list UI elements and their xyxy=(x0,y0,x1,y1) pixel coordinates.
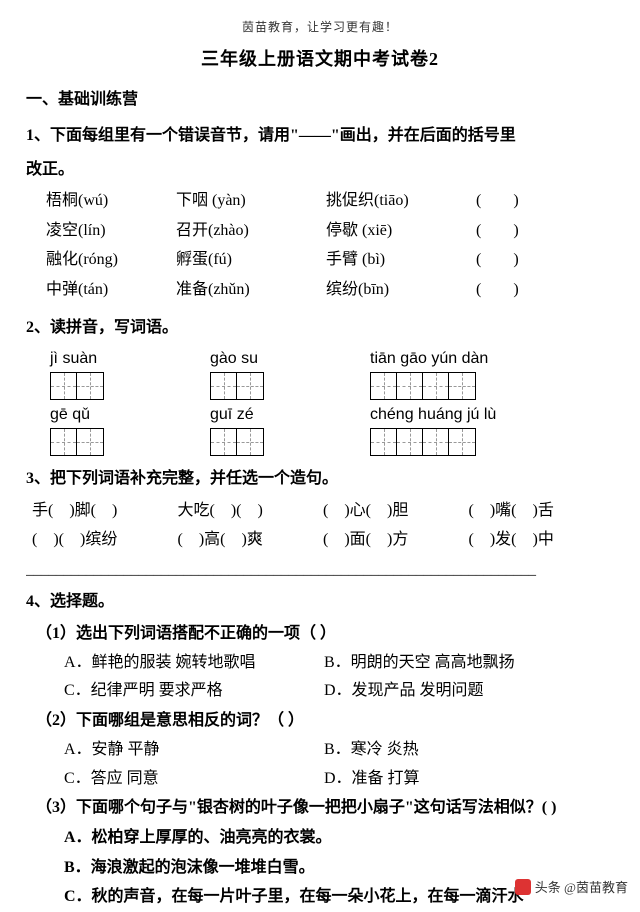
q1r4c3: 缤纷(bīn) xyxy=(326,275,476,305)
footer-icon xyxy=(515,879,531,895)
q1-row-4: 中弹(tán) 准备(zhǔn) 缤纷(bīn) ( ) xyxy=(26,275,614,305)
q4s1d: D．发现产品 发明问题 xyxy=(324,677,584,706)
q4-s1-opts1: A．鲜艳的服装 婉转地歌唱 B．明朗的天空 高高地飘扬 xyxy=(26,649,614,678)
q3r1c: ( )心( )胆 xyxy=(323,496,469,526)
q1r2c2: 召开(zhào) xyxy=(176,216,326,246)
q3r1b: 大吃( )( ) xyxy=(178,496,324,526)
q4s3a: A．松柏穿上厚厚的、油亮亮的衣裳。 xyxy=(26,823,614,853)
footer-text: 头条 @茵苗教育 xyxy=(535,877,628,896)
write-box[interactable] xyxy=(210,372,264,400)
q3-head: 3、把下列词语补充完整，并任选一个造句。 xyxy=(26,462,614,496)
q1r3c1: 融化(róng) xyxy=(46,245,176,275)
q3-row1: 手( )脚( ) 大吃( )( ) ( )心( )胆 ( )嘴( )舌 xyxy=(26,496,614,526)
q4-s1-opts2: C．纪律严明 要求严格 D．发现产品 发明问题 xyxy=(26,677,614,706)
q4s2d: D．准备 打算 xyxy=(324,765,584,794)
write-box[interactable] xyxy=(370,372,476,400)
q3r2c: ( )面( )方 xyxy=(323,525,469,555)
page-title: 三年级上册语文期中考试卷2 xyxy=(26,45,614,71)
q2-box-row1 xyxy=(26,372,614,400)
q3r2b: ( )高( )爽 xyxy=(178,525,324,555)
q1r2c3: 停歇 (xiē) xyxy=(326,216,476,246)
q1r4c4: ( ) xyxy=(476,275,546,305)
q4s1b: B．明朗的天空 高高地飘扬 xyxy=(324,649,584,678)
q4-s2-opts1: A．安静 平静 B．寒冷 炎热 xyxy=(26,736,614,765)
q3r2d: ( )发( )中 xyxy=(469,525,615,555)
q1r1c3: 挑促织(tiāo) xyxy=(326,186,476,216)
q2-head: 2、读拼音，写词语。 xyxy=(26,311,614,345)
q4-s2-q: （2）下面哪组是意思相反的词？（ ） xyxy=(26,706,614,736)
q1-row-3: 融化(róng) 孵蛋(fú) 手臂 (bì) ( ) xyxy=(26,245,614,275)
q1r1c4: ( ) xyxy=(476,186,546,216)
q3r1a: 手( )脚( ) xyxy=(32,496,178,526)
q2-pinyin-row2: gē qǔ guī zé chéng huáng jú lù xyxy=(26,406,614,424)
q3-row2: ( )( )缤纷 ( )高( )爽 ( )面( )方 ( )发( )中 xyxy=(26,525,614,555)
q1r3c2: 孵蛋(fú) xyxy=(176,245,326,275)
q1r2c4: ( ) xyxy=(476,216,546,246)
q2-pin-6: chéng huáng jú lù xyxy=(370,406,610,424)
write-box[interactable] xyxy=(50,428,104,456)
q2-pin-4: gē qǔ xyxy=(50,406,210,424)
q4s2c: C．答应 同意 xyxy=(64,765,324,794)
q1r1c2: 下咽 (yàn) xyxy=(176,186,326,216)
q3r2a: ( )( )缤纷 xyxy=(32,525,178,555)
q4s2a: A．安静 平静 xyxy=(64,736,324,765)
q3r1d: ( )嘴( )舌 xyxy=(469,496,615,526)
q1r1c1: 梧桐(wú) xyxy=(46,186,176,216)
q2-pin-5: guī zé xyxy=(210,406,370,424)
q4-s3-q: （3）下面哪个句子与"银杏树的叶子像一把把小扇子"这句话写法相似？( ) xyxy=(26,793,614,823)
q4-head: 4、选择题。 xyxy=(26,585,614,619)
dashed-line: ________________________________________… xyxy=(26,559,614,582)
write-box[interactable] xyxy=(210,428,264,456)
section-1-title: 一、基础训练营 xyxy=(26,85,614,109)
q4s2b: B．寒冷 炎热 xyxy=(324,736,584,765)
q2-pinyin-row1: jì suàn gào su tiān gāo yún dàn xyxy=(26,350,614,368)
q1r3c3: 手臂 (bì) xyxy=(326,245,476,275)
q1-row-2: 凌空(lín) 召开(zhào) 停歇 (xiē) ( ) xyxy=(26,216,614,246)
q4-s2-opts2: C．答应 同意 D．准备 打算 xyxy=(26,765,614,794)
q2-pin-3: tiān gāo yún dàn xyxy=(370,350,610,368)
q1-head-line1: 1、下面每组里有一个错误音节，请用"——"画出，并在后面的括号里 xyxy=(26,119,614,153)
q1r4c1: 中弹(tán) xyxy=(46,275,176,305)
q2-pin-1: jì suàn xyxy=(50,350,210,368)
header-tagline: 茵苗教育，让学习更有趣！ xyxy=(26,18,614,35)
q2-box-row2 xyxy=(26,428,614,456)
q1r2c1: 凌空(lín) xyxy=(46,216,176,246)
q4-s1-q: （1）选出下列词语搭配不正确的一项（ ） xyxy=(26,619,614,649)
q1-head-line2: 改正。 xyxy=(26,153,614,187)
footer-attribution: 头条 @茵苗教育 xyxy=(515,877,628,896)
q1-row-1: 梧桐(wú) 下咽 (yàn) 挑促织(tiāo) ( ) xyxy=(26,186,614,216)
q4s1c: C．纪律严明 要求严格 xyxy=(64,677,324,706)
q1r3c4: ( ) xyxy=(476,245,546,275)
q2-pin-2: gào su xyxy=(210,350,370,368)
q4s1a: A．鲜艳的服装 婉转地歌唱 xyxy=(64,649,324,678)
write-box[interactable] xyxy=(370,428,476,456)
q1r4c2: 准备(zhǔn) xyxy=(176,275,326,305)
write-box[interactable] xyxy=(50,372,104,400)
